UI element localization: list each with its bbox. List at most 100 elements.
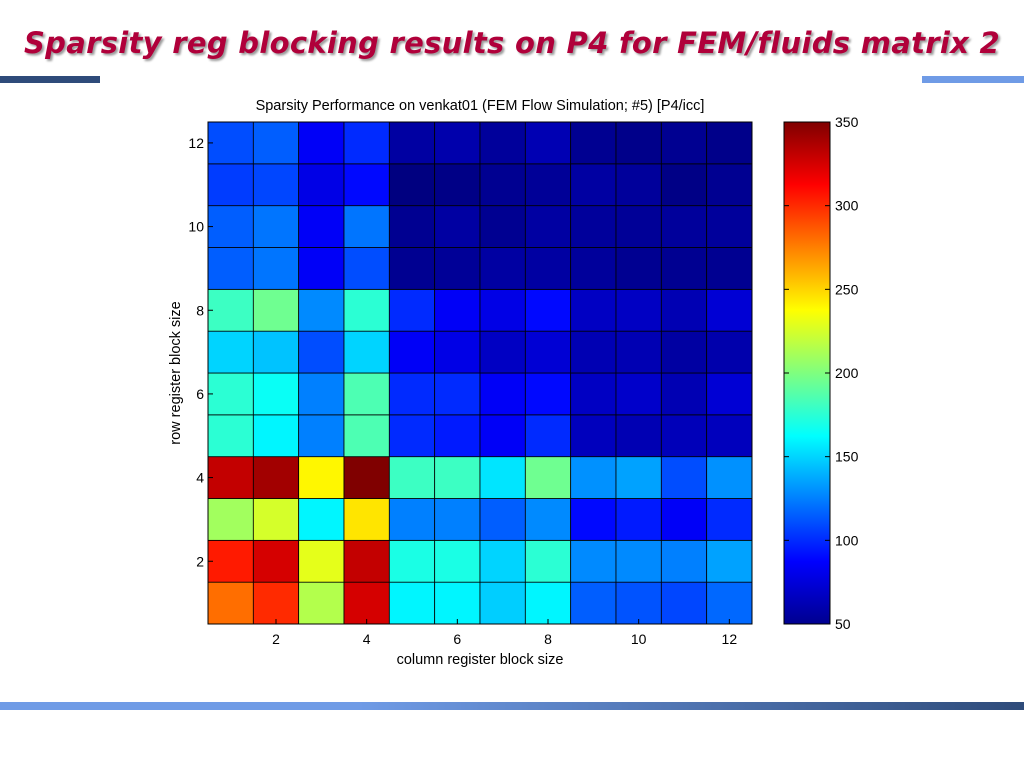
heatmap-cell-r5-c7 (479, 414, 526, 458)
heatmap-cell-r7-c3 (298, 330, 345, 374)
heatmap-cell-r3-c8 (524, 498, 572, 541)
heatmap-cell-r5-c9 (570, 414, 617, 458)
heatmap-cell-r10-c2 (252, 205, 300, 248)
heatmap-cell-r6-c10 (615, 372, 662, 416)
heatmap-cell-r10-c11 (660, 205, 708, 248)
heatmap-cell-r7-c11 (660, 330, 708, 374)
heatmap-cell-r9-c5 (388, 247, 436, 290)
heatmap-cell-r8-c5 (388, 288, 436, 332)
heatmap-cell-r1-c3 (298, 581, 345, 625)
heatmap-cell-r3-c12 (706, 498, 753, 541)
heatmap-cell-r3-c6 (434, 498, 481, 541)
heatmap-cell-r10-c6 (434, 205, 481, 248)
x-tick-label: 2 (272, 631, 280, 647)
heatmap-cell-r10-c7 (479, 205, 526, 248)
heatmap-cell-r2-c9 (570, 539, 617, 583)
heatmap-cell-r7-c1 (207, 330, 254, 374)
heatmap-cell-r4-c12 (706, 456, 753, 499)
heatmap-cell-r12-c7 (479, 121, 526, 165)
heatmap-cell-r11-c12 (706, 163, 753, 207)
title-rule-left (0, 76, 100, 83)
heatmap-cell-r11-c6 (434, 163, 481, 207)
heatmap-cell-r11-c9 (570, 163, 617, 207)
heatmap-cell-r3-c10 (615, 498, 662, 541)
heatmap-cell-r6-c7 (479, 372, 526, 416)
heatmap-cell-r8-c11 (660, 288, 708, 332)
heatmap-cell-r9-c6 (434, 247, 481, 290)
heatmap-cell-r1-c12 (706, 581, 753, 625)
heatmap-cell-r12-c11 (660, 121, 708, 165)
heatmap-cell-r1-c5 (388, 581, 436, 625)
heatmap-cell-r7-c5 (388, 330, 436, 374)
heatmap-cell-r6-c9 (570, 372, 617, 416)
heatmap-cell-r2-c8 (524, 539, 572, 583)
x-tick-label: 10 (631, 631, 647, 647)
heatmap-cell-r6-c8 (524, 372, 572, 416)
heatmap-cell-r5-c10 (615, 414, 662, 458)
heatmap-cell-r4-c9 (570, 456, 617, 499)
heatmap-cell-r8-c2 (252, 288, 300, 332)
heatmap-cell-r5-c3 (298, 414, 345, 458)
heatmap-cell-r3-c3 (298, 498, 345, 541)
colorbar (783, 121, 831, 625)
heatmap-cell-r6-c4 (343, 372, 390, 416)
heatmap-cell-r6-c2 (252, 372, 300, 416)
y-tick-label: 10 (188, 219, 204, 235)
heatmap-cell-r10-c8 (524, 205, 572, 248)
heatmap-cell-r7-c7 (479, 330, 526, 374)
heatmap-cell-r2-c4 (343, 539, 390, 583)
heatmap-cell-r7-c8 (524, 330, 572, 374)
heatmap-cell-r1-c11 (660, 581, 708, 625)
heatmap-cell-r11-c8 (524, 163, 572, 207)
heatmap-cell-r2-c5 (388, 539, 436, 583)
heatmap-cell-r10-c3 (298, 205, 345, 248)
title-rule-right (922, 76, 1024, 83)
heatmap-cell-r12-c9 (570, 121, 617, 165)
heatmap-cell-r11-c7 (479, 163, 526, 207)
heatmap-cell-r11-c3 (298, 163, 345, 207)
footer-rule (0, 702, 1024, 710)
x-tick-label: 4 (363, 631, 371, 647)
heatmap-cell-r5-c12 (706, 414, 753, 458)
heatmap-cell-r6-c3 (298, 372, 345, 416)
y-tick-label: 4 (196, 470, 204, 486)
colorbar-tick-label: 50 (835, 616, 851, 632)
heatmap-cell-r7-c12 (706, 330, 753, 374)
heatmap-cell-r3-c1 (207, 498, 254, 541)
heatmap-cell-r7-c9 (570, 330, 617, 374)
heatmap-cell-r4-c3 (298, 456, 345, 499)
x-axis-label: column register block size (397, 652, 564, 668)
heatmap-cell-r2-c12 (706, 539, 753, 583)
heatmap-cell-r1-c10 (615, 581, 662, 625)
heatmap-cell-r4-c11 (660, 456, 708, 499)
heatmap-cell-r3-c4 (343, 498, 390, 541)
heatmap-cell-r6-c5 (388, 372, 436, 416)
heatmap-cell-r3-c11 (660, 498, 708, 541)
colorbar-tick-label: 350 (835, 114, 859, 130)
heatmap-cell-r10-c9 (570, 205, 617, 248)
heatmap-cells (207, 121, 753, 625)
heatmap-cell-r10-c1 (207, 205, 254, 248)
heatmap-cell-r2-c11 (660, 539, 708, 583)
heatmap-cell-r7-c10 (615, 330, 662, 374)
heatmap-cell-r3-c2 (252, 498, 300, 541)
colorbar-tick-label: 250 (835, 281, 859, 297)
heatmap-cell-r9-c9 (570, 247, 617, 290)
heatmap-cell-r1-c4 (343, 581, 390, 625)
heatmap-cell-r10-c4 (343, 205, 390, 248)
heatmap-cell-r12-c5 (388, 121, 436, 165)
x-tick-label: 8 (544, 631, 552, 647)
heatmap-cell-r1-c2 (252, 581, 300, 625)
heatmap-cell-r4-c8 (524, 456, 572, 499)
heatmap-cell-r9-c8 (524, 247, 572, 290)
heatmap-cell-r9-c10 (615, 247, 662, 290)
heatmap-cell-r5-c11 (660, 414, 708, 458)
heatmap-cell-r8-c6 (434, 288, 481, 332)
heatmap-cell-r1-c6 (434, 581, 481, 625)
heatmap-cell-r12-c1 (207, 121, 254, 165)
y-tick-label: 2 (196, 553, 204, 569)
chart-title: Sparsity Performance on venkat01 (FEM Fl… (256, 98, 705, 114)
y-axis-label: row register block size (168, 301, 184, 444)
heatmap-cell-r5-c1 (207, 414, 254, 458)
y-tick-label: 12 (188, 135, 204, 151)
